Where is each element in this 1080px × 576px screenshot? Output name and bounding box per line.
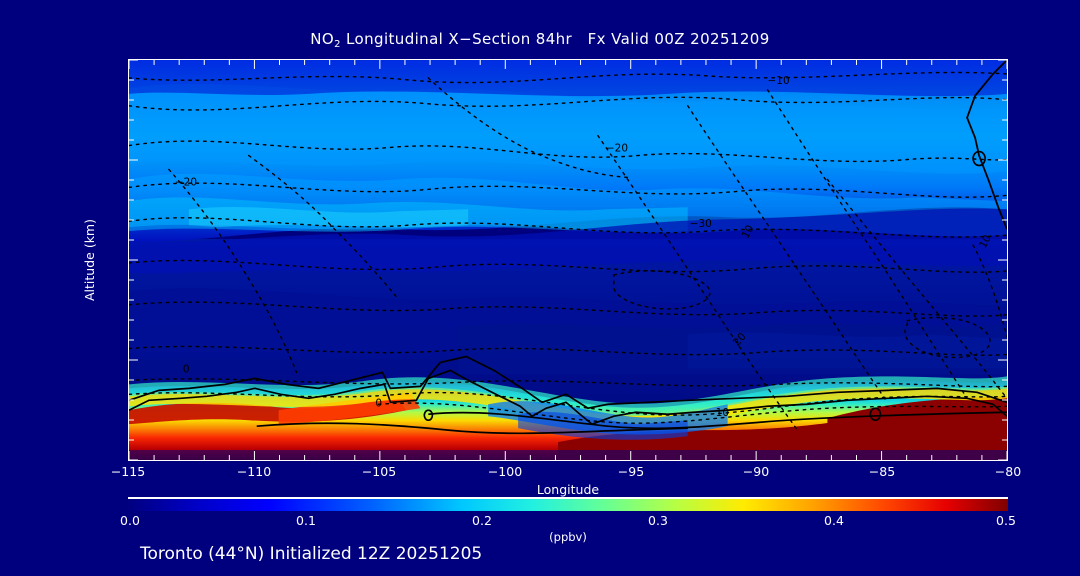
cbar-tick-0.5: 0.5	[996, 513, 1016, 528]
title-subscript: 2	[334, 39, 341, 50]
axis-ticks	[129, 60, 1007, 460]
colorbar[interactable]	[128, 497, 1008, 511]
cbar-tick-0.1: 0.1	[296, 513, 316, 528]
svg-text:10: 10	[977, 233, 994, 250]
title-species: NO	[310, 30, 335, 48]
contour-labels: −10 −20 −20 −30 10 10 20 10 0 0	[175, 75, 994, 419]
svg-text:−30: −30	[690, 218, 712, 230]
colorbar-gradient	[128, 499, 1008, 511]
colorbar-unit-label: (ppbv)	[549, 530, 587, 544]
svg-text:−10: −10	[768, 75, 790, 87]
xtick--80: −80	[994, 464, 1022, 479]
xtick--105: −105	[361, 464, 397, 479]
tropopause-line	[966, 60, 1007, 230]
cbar-tick-0.3: 0.3	[648, 513, 668, 528]
svg-text:10: 10	[740, 223, 757, 240]
cbar-tick-0.0: 0.0	[120, 513, 140, 528]
cbar-tick-0.2: 0.2	[472, 513, 492, 528]
cross-section-plot[interactable]: −10 −20 −20 −30 10 10 20 10 0 0	[128, 59, 1008, 461]
xtick--110: −110	[236, 464, 272, 479]
svg-text:0: 0	[183, 363, 190, 375]
svg-text:0: 0	[375, 397, 382, 409]
title-rest: Longitudinal X−Section 84hr Fx Valid 00Z…	[340, 30, 770, 48]
chart-title: NO2 Longitudinal X−Section 84hr Fx Valid…	[0, 30, 1080, 50]
x-axis-label: Longitude	[536, 482, 600, 497]
xtick--100: −100	[487, 464, 523, 479]
surface-terrain-line	[129, 150, 1007, 435]
svg-text:−20: −20	[175, 176, 197, 188]
svg-text:10: 10	[716, 407, 729, 419]
xtick--95: −95	[617, 464, 645, 479]
cbar-tick-0.4: 0.4	[824, 513, 844, 528]
y-axis-label: Altitude (km)	[82, 219, 97, 301]
figure-caption: Toronto (44°N) Initialized 12Z 20251205	[140, 544, 483, 564]
stratospheric-layer	[129, 60, 1007, 274]
svg-text:−20: −20	[606, 143, 628, 155]
no2-field	[129, 60, 1007, 460]
xtick--85: −85	[868, 464, 896, 479]
temperature-contour-lines	[129, 71, 1007, 431]
xtick--115: −115	[110, 464, 146, 479]
contour-overlay: −10 −20 −20 −30 10 10 20 10 0 0	[129, 60, 1007, 435]
xtick--90: −90	[742, 464, 770, 479]
